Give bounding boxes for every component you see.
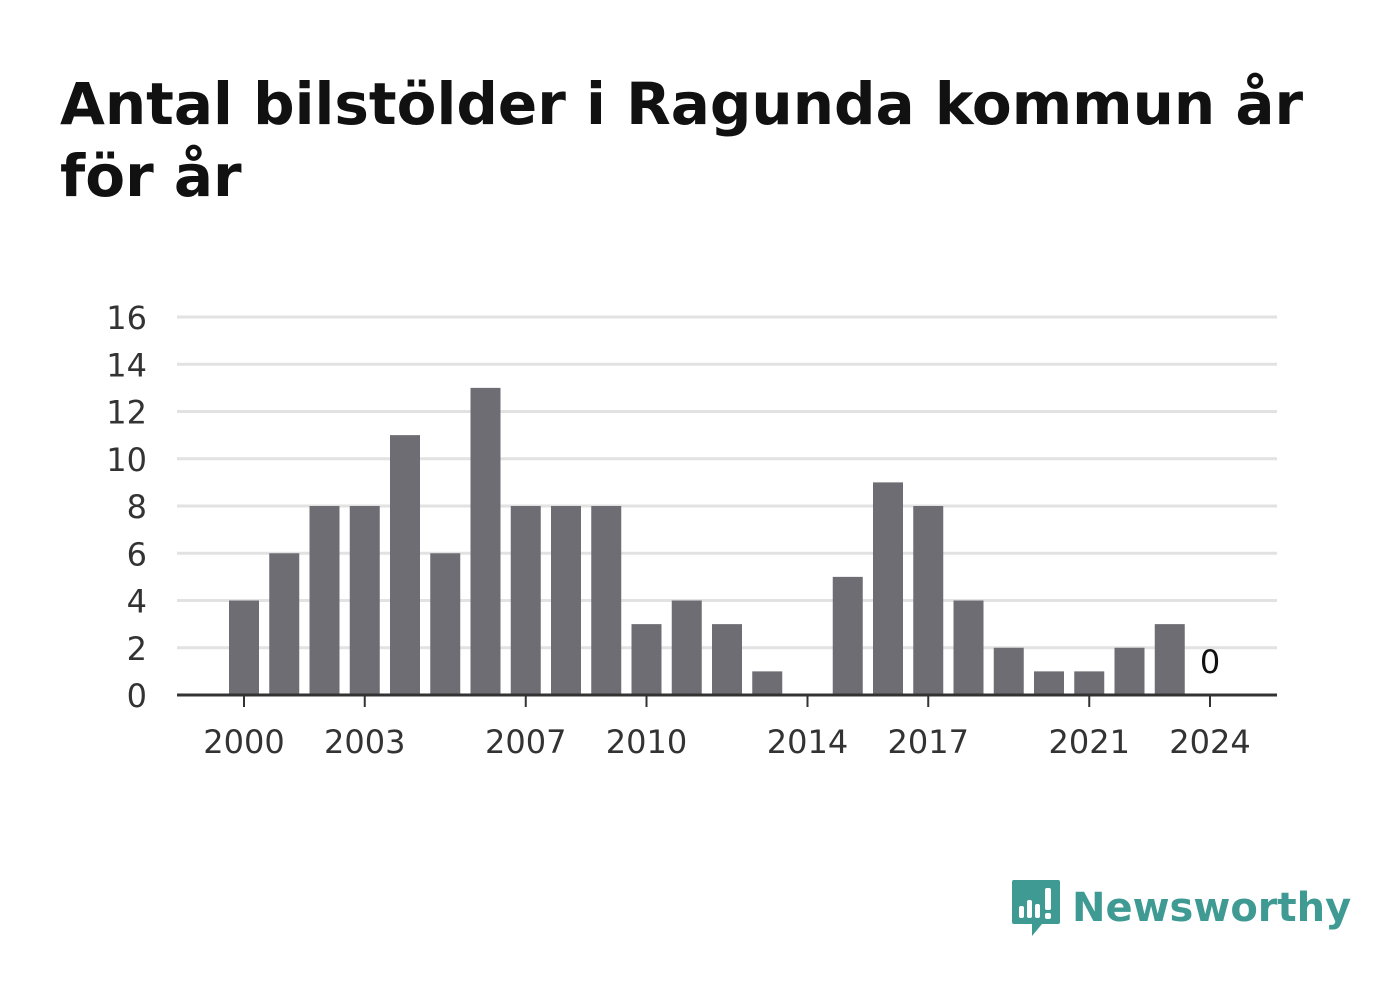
bar-2020	[1034, 671, 1064, 695]
y-tick-label-12: 12	[106, 394, 147, 432]
x-tick-label-2007: 2007	[485, 723, 566, 761]
y-tick-label-8: 8	[127, 488, 147, 526]
y-tick-label-4: 4	[127, 583, 147, 621]
brand-name: Newsworthy	[1072, 885, 1352, 931]
bar-2022	[1114, 647, 1145, 695]
newsworthy-logo-icon	[1012, 880, 1060, 936]
y-tick-label-2: 2	[127, 630, 147, 668]
bar-2019	[993, 647, 1024, 695]
bar-2021	[1074, 671, 1105, 695]
brand: Newsworthy	[1010, 876, 1351, 940]
bar-2001	[269, 553, 300, 695]
y-tick-label-16: 16	[106, 299, 147, 337]
bar-2023	[1154, 624, 1185, 695]
x-tick-label-2017: 2017	[888, 723, 969, 761]
y-tick-label-6: 6	[127, 535, 147, 573]
bar-2013	[752, 671, 783, 695]
bar-2018	[953, 600, 984, 695]
y-tick-label-0: 0	[127, 677, 147, 715]
bar-2009	[591, 506, 622, 695]
data-labels: 0	[1200, 643, 1220, 681]
bar-2006	[470, 387, 501, 695]
y-tick-label-10: 10	[106, 441, 147, 479]
x-tick-label-2010: 2010	[606, 723, 687, 761]
x-tick-label-2021: 2021	[1049, 723, 1130, 761]
grid-lines	[177, 315, 1277, 650]
x-axis-ticks: 2000 2003 2007 2010 2014 2017 2021 2024	[203, 695, 1251, 761]
bar-2002	[309, 506, 340, 695]
bar-2012	[712, 624, 742, 695]
x-tick-label-2014: 2014	[767, 723, 848, 761]
bar-2017	[913, 506, 944, 695]
x-tick-label-2000: 2000	[203, 723, 284, 761]
bar-2000	[229, 600, 259, 695]
chart-title: Antal bilstölder i Ragunda kommun år för…	[60, 70, 1304, 210]
y-tick-label-14: 14	[106, 346, 147, 384]
bar-2007	[510, 506, 541, 695]
bar-2004	[390, 435, 420, 695]
bar-2016	[873, 482, 903, 695]
bar-2008	[551, 506, 581, 695]
x-tick-label-2003: 2003	[324, 723, 405, 761]
bars	[229, 387, 1185, 695]
bar-2011	[671, 600, 702, 695]
bar-2005	[430, 553, 461, 695]
bar-2015	[832, 576, 863, 695]
x-tick-label-2024: 2024	[1169, 723, 1250, 761]
y-axis-ticks: 0 2 4 6 8 10 12 14 16	[106, 299, 147, 715]
data-label-2024: 0	[1200, 643, 1220, 681]
bar-2003	[349, 506, 380, 695]
bar-2010	[631, 624, 662, 695]
